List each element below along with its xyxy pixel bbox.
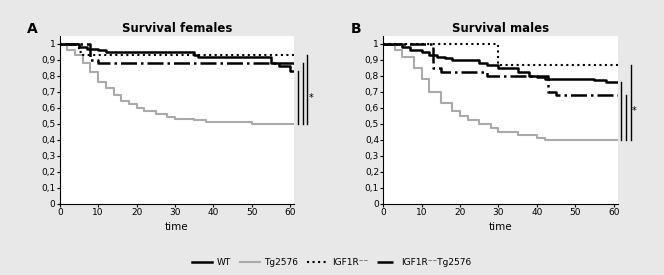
Text: B: B	[351, 22, 361, 36]
X-axis label: time: time	[489, 222, 512, 232]
X-axis label: time: time	[165, 222, 189, 232]
Legend: WT, Tg2576, IGF1R⁻⁻, IGF1R⁻⁻Tg2576: WT, Tg2576, IGF1R⁻⁻, IGF1R⁻⁻Tg2576	[189, 254, 475, 271]
Text: *: *	[632, 106, 637, 116]
Title: Survival males: Survival males	[452, 21, 549, 35]
Text: A: A	[27, 22, 38, 36]
Text: *: *	[309, 93, 313, 103]
Title: Survival females: Survival females	[122, 21, 232, 35]
